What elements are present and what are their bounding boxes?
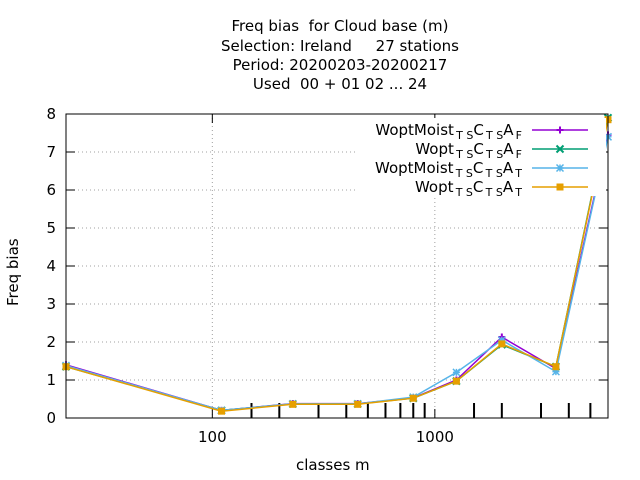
- data-point-s3-3: [354, 400, 362, 408]
- legend-label-0: WoptMoist T SC T SA F: [375, 121, 522, 142]
- legend-swatch-marker-2: [555, 163, 565, 173]
- y-tick-label-2: 2: [46, 333, 56, 351]
- legend-label-3: Wopt T SC T SA T: [415, 178, 522, 199]
- plot-frame: [65, 113, 609, 419]
- x-tick-label-100: 100: [198, 428, 227, 446]
- y-tick-label-0: 0: [46, 409, 56, 427]
- legend-swatch-marker-1: [555, 144, 565, 154]
- data-point-s2-7: [551, 367, 560, 376]
- chart-title-line-4: Used 00 + 01 02 ... 24: [252, 75, 428, 93]
- y-tick-label-3: 3: [46, 295, 56, 313]
- chart-title-line-1: Freq bias for Cloud base (m): [231, 17, 449, 35]
- x-tick-label-1000: 1000: [416, 428, 454, 446]
- data-point-s3-2: [289, 400, 297, 408]
- chart-title-line-3: Period: 20200203-20200217: [232, 56, 448, 74]
- y-tick-label-7: 7: [46, 143, 56, 161]
- legend-swatch-marker-3: [556, 183, 564, 191]
- legend-label-1: Wopt T SC T SA F: [415, 140, 522, 161]
- y-axis-label: Freq bias: [4, 238, 22, 306]
- data-point-s3-4: [409, 394, 417, 402]
- y-tick-label-5: 5: [46, 219, 56, 237]
- data-point-s2-5: [452, 368, 461, 377]
- data-point-s2-6: [497, 336, 506, 345]
- legend-label-2: WoptMoist T SC T SA T: [375, 159, 522, 180]
- y-tick-label-1: 1: [46, 371, 56, 389]
- data-point-s3-1: [218, 407, 226, 415]
- y-tick-label-4: 4: [46, 257, 56, 275]
- chart-title-line-2: Selection: Ireland 27 stations: [221, 37, 459, 55]
- y-tick-label-6: 6: [46, 181, 56, 199]
- data-point-s3-6: [498, 340, 506, 348]
- y-tick-label-8: 8: [46, 105, 56, 123]
- legend-background: [356, 118, 606, 196]
- x-axis-label: classes m: [296, 456, 370, 474]
- data-point-s3-5: [452, 377, 460, 385]
- data-point-s3-7: [552, 363, 560, 371]
- legend-swatch-marker-0: [556, 126, 564, 134]
